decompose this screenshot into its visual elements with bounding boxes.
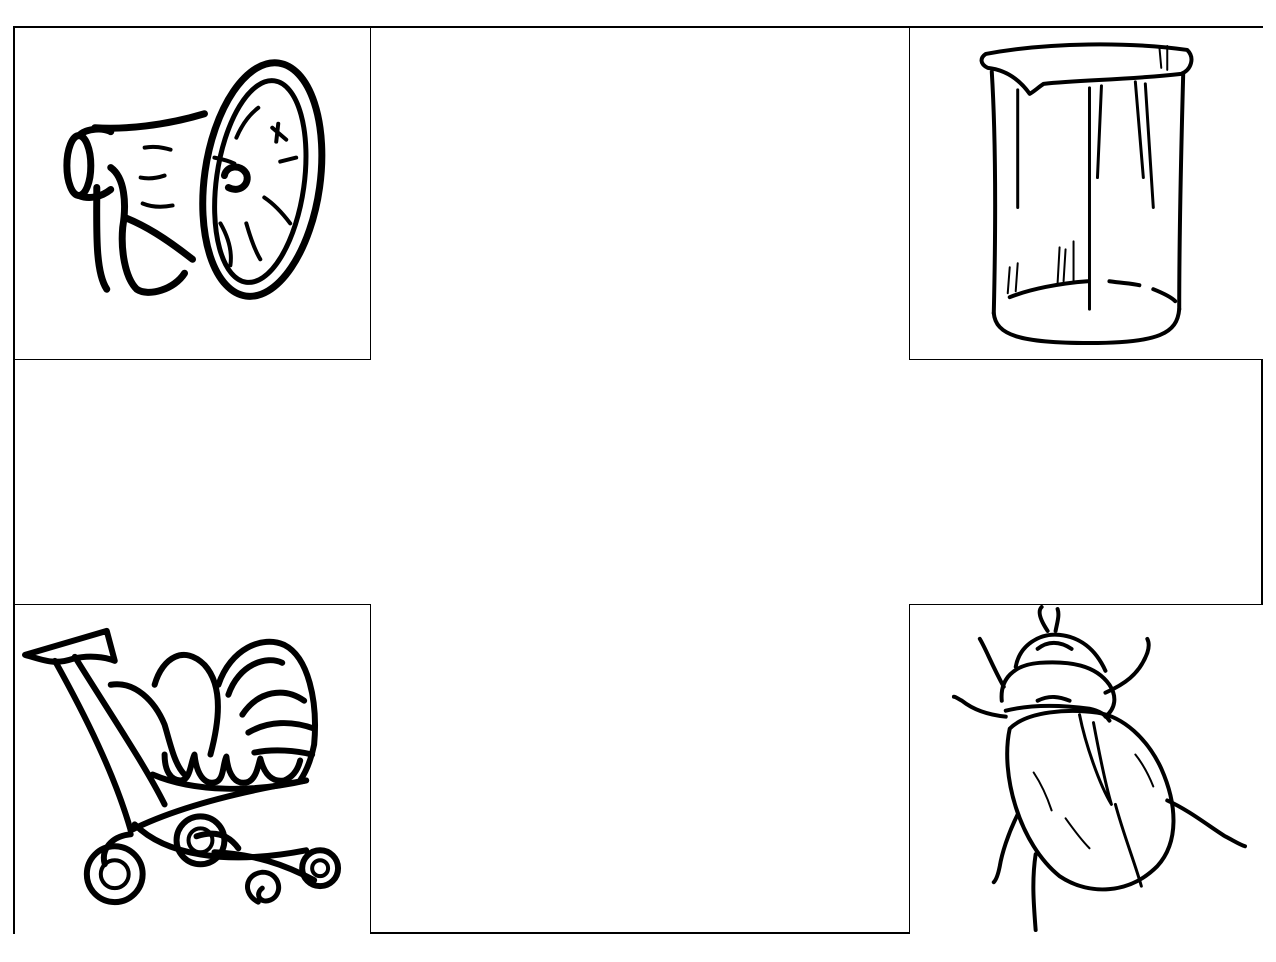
worksheet-table	[13, 26, 1263, 934]
megaphone-icon	[63, 59, 326, 300]
picture-cell-bottom-right	[909, 604, 1263, 934]
picture-cell-bottom-left	[15, 604, 371, 934]
beaker-icon	[979, 42, 1194, 346]
beetle-icon	[951, 605, 1248, 933]
picture-cell-top-left	[15, 28, 371, 360]
picture-cell-top-right	[909, 28, 1263, 360]
baby-stroller-icon	[22, 627, 342, 906]
